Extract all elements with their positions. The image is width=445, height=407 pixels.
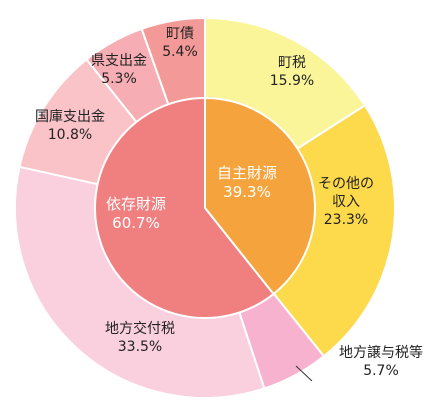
inner-slice-1 — [94, 96, 275, 319]
outer-label-1: その他の収入 23.3% — [318, 176, 374, 228]
inner-slice-0 — [204, 96, 316, 296]
outer-label-6: 町債 5.4% — [162, 26, 198, 60]
outer-label-2: 地方譲与税等 5.7% — [339, 344, 423, 379]
inner-ring — [94, 96, 316, 319]
slice-labels: 町税 15.9% その他の収入 23.3% 地方譲与税等 5.7% 地方交付税 33.5% 国庫… — [35, 26, 423, 379]
inner-label-0: 自主財源 39.3% — [217, 164, 277, 201]
outer-label-5: 県支出金 5.3% — [91, 53, 147, 87]
outer-label-3: 地方交付税 33.5% — [105, 320, 175, 355]
leader-line — [295, 365, 313, 382]
outer-label-0: 町税 15.9% — [270, 55, 314, 89]
outer-label-4: 国庫支出金 10.8% — [35, 108, 105, 143]
inner-label-1: 依存財源 60.7% — [106, 195, 166, 232]
